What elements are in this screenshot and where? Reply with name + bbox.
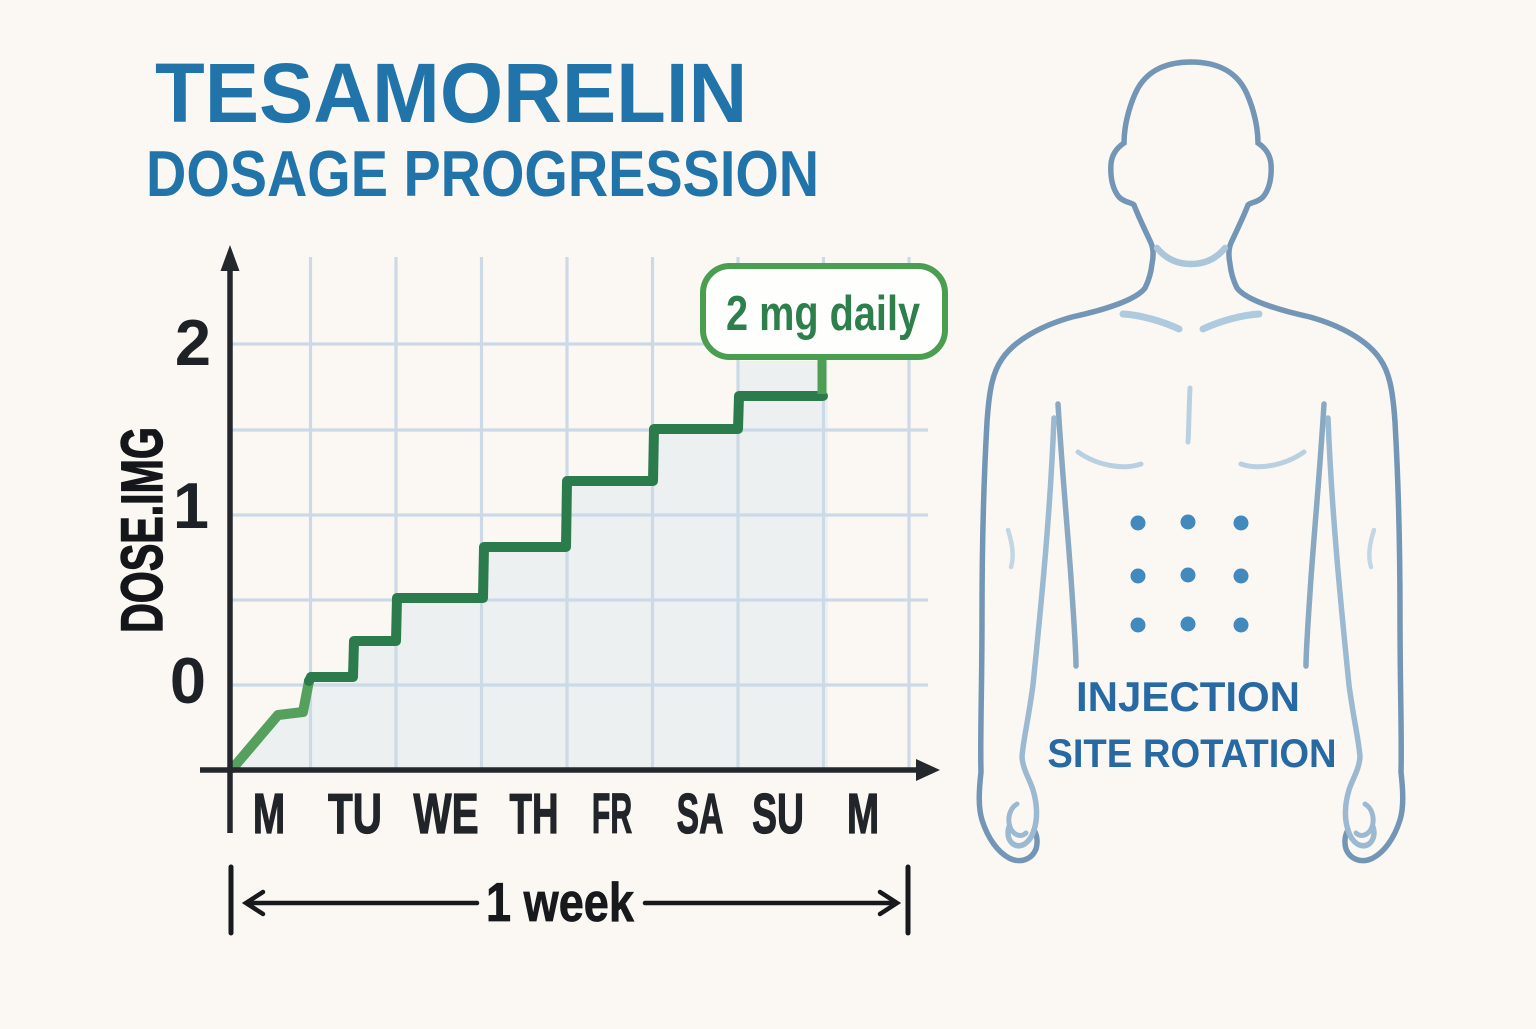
svg-text:INJECTION: INJECTION xyxy=(1076,673,1300,720)
svg-text:DOSAGE PROGRESSION: DOSAGE PROGRESSION xyxy=(146,137,819,210)
svg-text:SA: SA xyxy=(677,782,724,845)
svg-text:SITE ROTATION: SITE ROTATION xyxy=(1047,732,1336,776)
svg-text:1: 1 xyxy=(173,469,209,542)
svg-text:M: M xyxy=(253,783,285,846)
svg-text:2: 2 xyxy=(175,306,211,379)
svg-text:2 mg daily: 2 mg daily xyxy=(726,287,920,341)
svg-text:SU: SU xyxy=(752,782,804,846)
svg-text:FR: FR xyxy=(592,782,632,846)
svg-text:1 week: 1 week xyxy=(486,871,635,933)
svg-text:0: 0 xyxy=(170,644,206,717)
svg-text:TU: TU xyxy=(328,782,382,845)
svg-text:WE: WE xyxy=(413,782,478,845)
svg-text:TH: TH xyxy=(509,783,558,846)
svg-text:M: M xyxy=(847,783,879,846)
svg-text:TESAMORELIN: TESAMORELIN xyxy=(155,46,747,140)
svg-text:DOSE.IMG: DOSE.IMG xyxy=(109,427,175,633)
